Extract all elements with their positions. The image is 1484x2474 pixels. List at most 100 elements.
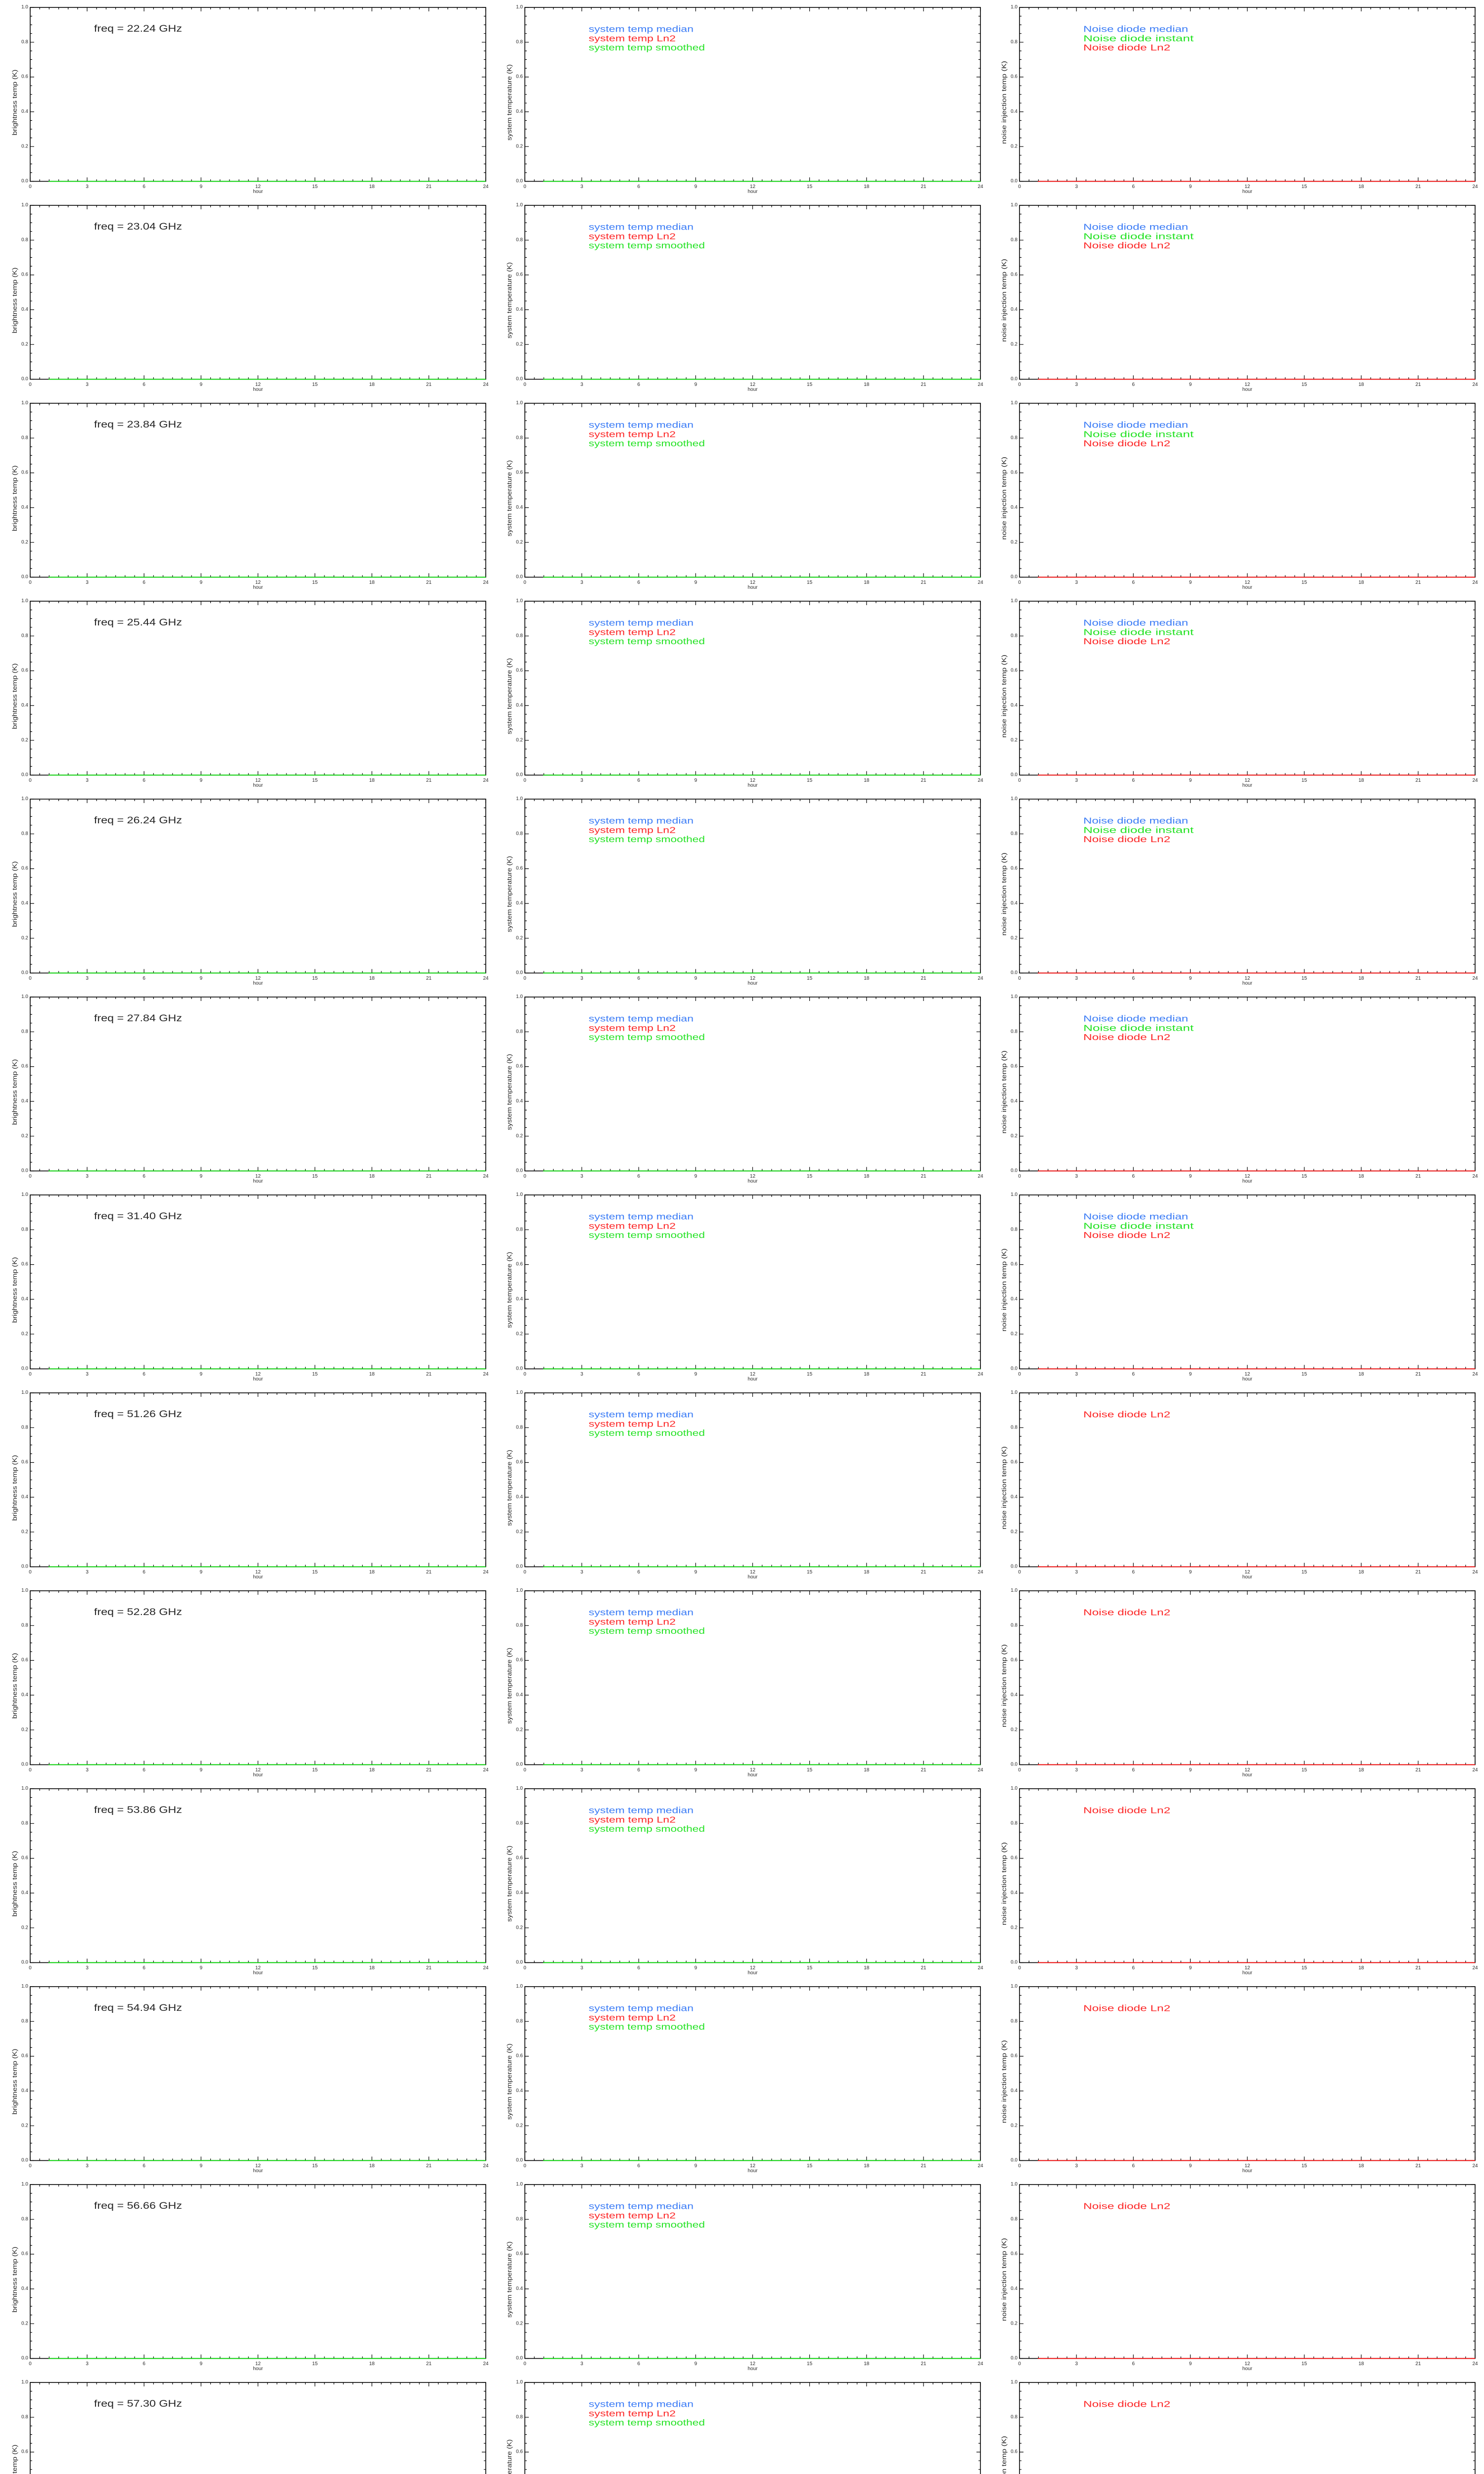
svg-text:0.2: 0.2: [516, 1331, 523, 1336]
svg-text:24: 24: [1472, 580, 1478, 585]
svg-text:system temp smoothed: system temp smoothed: [589, 1428, 705, 1438]
svg-text:0.2: 0.2: [21, 2123, 28, 2128]
svg-text:0.2: 0.2: [516, 2123, 523, 2128]
svg-text:1.0: 1.0: [21, 1984, 28, 1989]
svg-text:0: 0: [29, 976, 32, 981]
svg-text:21: 21: [921, 580, 927, 585]
svg-text:system temp median: system temp median: [589, 816, 694, 826]
svg-text:9: 9: [695, 2163, 697, 2169]
svg-text:0: 0: [29, 1570, 32, 1575]
svg-text:6: 6: [637, 1174, 640, 1179]
svg-text:Noise diode Ln2: Noise diode Ln2: [1083, 1410, 1170, 1420]
svg-text:6: 6: [142, 1174, 145, 1179]
svg-text:15: 15: [1301, 778, 1307, 783]
svg-text:brightness temp (K): brightness temp (K): [11, 70, 18, 136]
svg-text:3: 3: [580, 382, 583, 387]
svg-text:1.0: 1.0: [1011, 400, 1018, 406]
svg-text:Noise diode Ln2: Noise diode Ln2: [1083, 1806, 1170, 1815]
svg-text:6: 6: [637, 2163, 640, 2169]
svg-text:21: 21: [426, 778, 432, 783]
svg-text:15: 15: [1301, 1767, 1307, 1773]
svg-text:3: 3: [580, 1174, 583, 1179]
svg-text:15: 15: [1301, 1570, 1307, 1575]
svg-text:6: 6: [142, 2163, 145, 2169]
svg-text:0.8: 0.8: [516, 2216, 523, 2222]
svg-text:hour: hour: [253, 585, 263, 590]
svg-text:0.8: 0.8: [516, 2018, 523, 2024]
svg-text:12: 12: [750, 976, 756, 981]
svg-text:18: 18: [369, 184, 375, 190]
svg-text:12: 12: [750, 1767, 756, 1773]
svg-text:hour: hour: [1242, 981, 1252, 986]
svg-text:0.8: 0.8: [516, 1425, 523, 1430]
svg-text:12: 12: [1245, 1965, 1251, 1971]
svg-text:12: 12: [1245, 1570, 1251, 1575]
svg-text:12: 12: [255, 778, 261, 783]
svg-text:hour: hour: [747, 1970, 758, 1976]
svg-text:Noise diode instant: Noise diode instant: [1083, 33, 1194, 43]
svg-text:0.8: 0.8: [21, 237, 28, 242]
svg-text:3: 3: [86, 1965, 89, 1971]
svg-text:24: 24: [483, 1767, 489, 1773]
svg-text:6: 6: [1132, 778, 1135, 783]
svg-text:6: 6: [142, 1372, 145, 1377]
svg-text:12: 12: [255, 1174, 261, 1179]
svg-text:6: 6: [1132, 976, 1135, 981]
svg-text:1.0: 1.0: [516, 994, 523, 999]
svg-text:1.0: 1.0: [516, 1390, 523, 1395]
svg-text:0.0: 0.0: [1011, 1960, 1018, 1965]
svg-text:0.8: 0.8: [516, 2414, 523, 2420]
svg-text:Noise diode Ln2: Noise diode Ln2: [1083, 438, 1170, 448]
svg-text:Noise diode median: Noise diode median: [1083, 1212, 1188, 1222]
svg-text:0.0: 0.0: [21, 2158, 28, 2163]
svg-text:brightness temp (K): brightness temp (K): [11, 1455, 18, 1521]
svg-text:system temp median: system temp median: [589, 222, 694, 232]
svg-text:hour: hour: [747, 783, 758, 788]
svg-text:24: 24: [977, 1767, 983, 1773]
svg-text:21: 21: [1415, 2163, 1421, 2169]
svg-text:hour: hour: [747, 189, 758, 194]
svg-text:system temperature (K): system temperature (K): [506, 460, 513, 536]
svg-text:0.4: 0.4: [21, 505, 28, 510]
svg-text:3: 3: [1075, 184, 1078, 190]
svg-text:Noise diode Ln2: Noise diode Ln2: [1083, 636, 1170, 646]
svg-text:6: 6: [1132, 1174, 1135, 1179]
svg-text:18: 18: [369, 778, 375, 783]
svg-text:18: 18: [864, 382, 870, 387]
svg-text:0.0: 0.0: [21, 1762, 28, 1767]
svg-text:6: 6: [142, 1767, 145, 1773]
svg-text:21: 21: [1415, 1372, 1421, 1377]
svg-text:0.0: 0.0: [21, 2356, 28, 2361]
svg-text:0.8: 0.8: [21, 2018, 28, 2024]
svg-text:18: 18: [1358, 184, 1364, 190]
svg-text:0.0: 0.0: [1011, 179, 1018, 184]
svg-text:9: 9: [695, 1372, 697, 1377]
svg-text:1.0: 1.0: [1011, 1786, 1018, 1791]
svg-text:21: 21: [921, 184, 927, 190]
svg-text:hour: hour: [253, 783, 263, 788]
svg-text:6: 6: [1132, 1767, 1135, 1773]
svg-text:0.0: 0.0: [1011, 970, 1018, 976]
svg-text:15: 15: [312, 1570, 318, 1575]
svg-text:24: 24: [977, 1570, 983, 1575]
svg-text:9: 9: [695, 1965, 697, 1971]
svg-text:0.2: 0.2: [516, 737, 523, 743]
svg-text:18: 18: [1358, 2163, 1364, 2169]
svg-text:0.2: 0.2: [1011, 1925, 1018, 1930]
svg-text:0: 0: [1018, 1965, 1021, 1971]
svg-text:0.4: 0.4: [1011, 505, 1018, 510]
svg-text:hour: hour: [747, 2168, 758, 2174]
svg-text:hour: hour: [253, 2168, 263, 2174]
svg-text:3: 3: [580, 2361, 583, 2367]
svg-text:noise injection temp (K): noise injection temp (K): [1001, 259, 1008, 342]
svg-text:Noise diode Ln2: Noise diode Ln2: [1083, 2201, 1170, 2211]
svg-text:18: 18: [369, 1372, 375, 1377]
svg-text:21: 21: [921, 2361, 927, 2367]
svg-text:3: 3: [1075, 580, 1078, 585]
svg-text:Noise diode median: Noise diode median: [1083, 1014, 1188, 1024]
svg-text:21: 21: [426, 976, 432, 981]
svg-text:hour: hour: [253, 981, 263, 986]
svg-text:0.2: 0.2: [21, 2321, 28, 2326]
svg-text:6: 6: [142, 1570, 145, 1575]
svg-text:system temp Ln2: system temp Ln2: [589, 2210, 676, 2220]
